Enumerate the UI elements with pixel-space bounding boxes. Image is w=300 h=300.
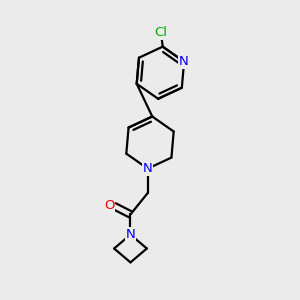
Text: N: N (179, 55, 189, 68)
Text: N: N (143, 162, 153, 175)
Text: O: O (104, 199, 115, 212)
Text: Cl: Cl (155, 26, 168, 39)
Text: N: N (126, 228, 135, 241)
